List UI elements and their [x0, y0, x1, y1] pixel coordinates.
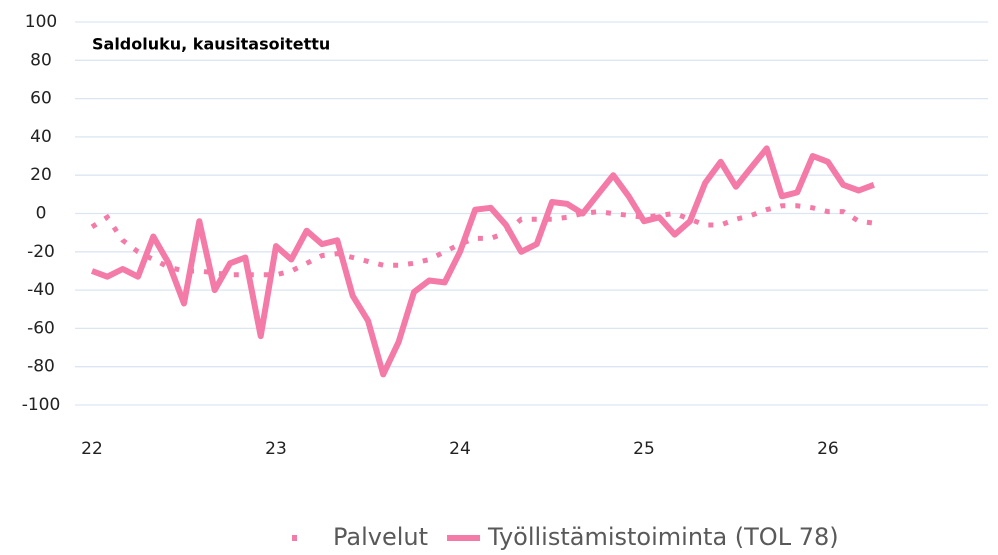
- x-tick-label: 26: [817, 439, 839, 459]
- y-tick-label: -60: [27, 318, 55, 338]
- x-tick-label: 24: [449, 439, 471, 459]
- x-tick-label: 23: [265, 439, 287, 459]
- x-tick-label: 22: [81, 439, 103, 459]
- x-tick-label: 25: [633, 439, 655, 459]
- series-line: [90, 145, 875, 378]
- legend-item: Työllistämistoiminta (TOL 78): [447, 523, 839, 551]
- y-tick-label: 100: [25, 12, 57, 32]
- y-tick-label: -100: [22, 395, 61, 415]
- y-tick-label: 0: [36, 204, 47, 224]
- y-tick-label: -20: [27, 242, 55, 262]
- y-tick-label: -40: [27, 280, 55, 300]
- legend-label: Palvelut: [333, 523, 428, 551]
- y-tick-label: 20: [30, 165, 52, 185]
- legend-item: Palvelut: [292, 523, 428, 551]
- legend-label: Työllistämistoiminta (TOL 78): [487, 523, 839, 551]
- y-tick-label: 40: [30, 127, 52, 147]
- chart-title: Saldoluku, kausitasoitettu: [92, 35, 330, 54]
- y-tick-label: -80: [27, 357, 55, 377]
- y-tick-label: 80: [30, 50, 52, 70]
- y-tick-label: 60: [30, 89, 52, 109]
